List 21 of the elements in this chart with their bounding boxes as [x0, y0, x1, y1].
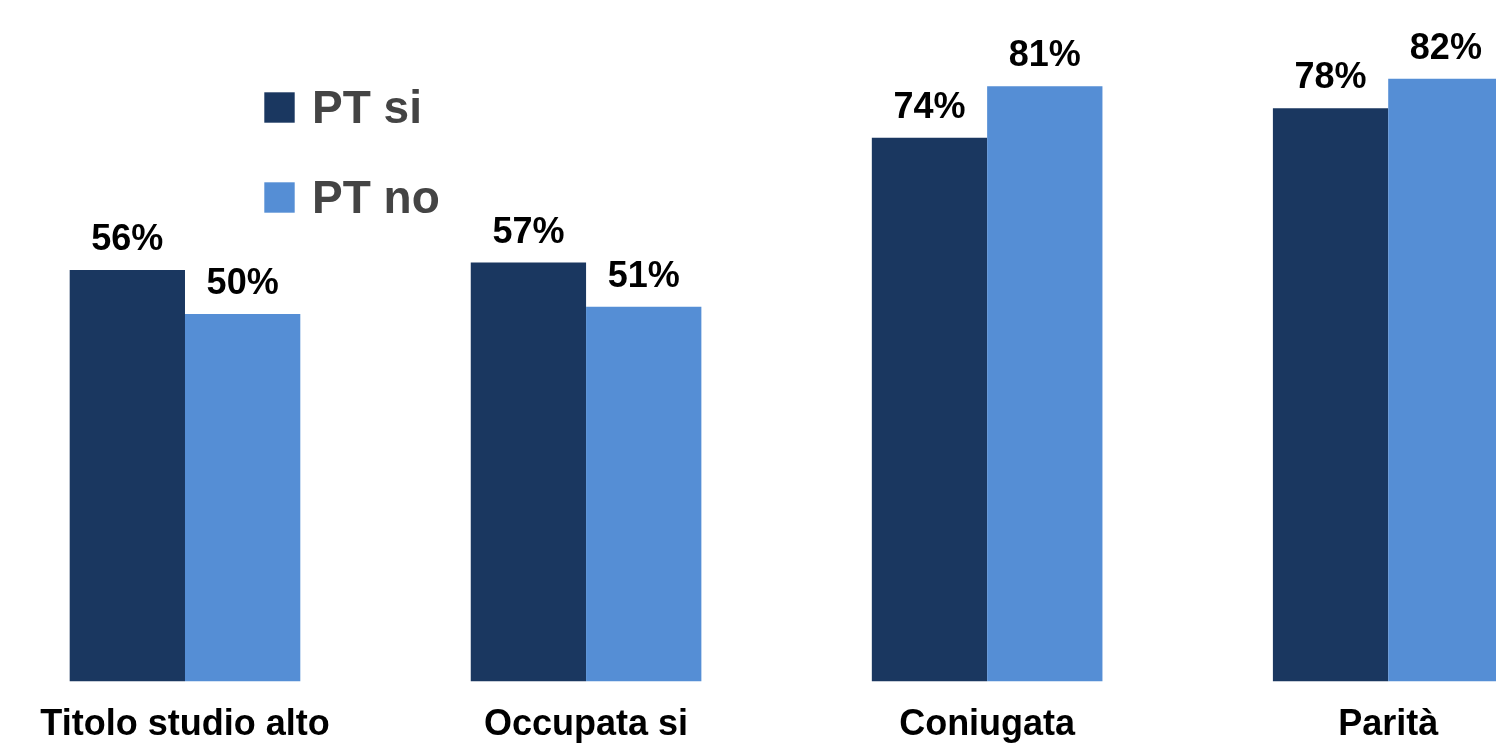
- bar: [871, 137, 988, 682]
- bar: [1272, 108, 1389, 682]
- legend-label: PT si: [312, 80, 422, 134]
- data-label: 56%: [91, 216, 164, 258]
- bar: [586, 306, 702, 682]
- data-label: 51%: [607, 253, 680, 295]
- data-label: 74%: [893, 84, 966, 126]
- x-tick-label: Occupata si: [484, 701, 689, 743]
- data-label: 78%: [1294, 55, 1367, 97]
- bar: [987, 86, 1103, 682]
- data-label: 50%: [206, 261, 279, 303]
- data-label: 82%: [1409, 25, 1482, 67]
- x-tick-label: Parità: [1338, 701, 1440, 743]
- bar: [470, 262, 587, 682]
- data-label: 81%: [1008, 33, 1081, 75]
- x-tick-label: Titolo studio alto: [40, 701, 330, 743]
- bar: [69, 269, 185, 682]
- x-tick-label: Coniugata: [899, 701, 1077, 743]
- legend-label: PT no: [312, 170, 440, 224]
- bar: [184, 314, 301, 682]
- data-label: 57%: [492, 209, 565, 251]
